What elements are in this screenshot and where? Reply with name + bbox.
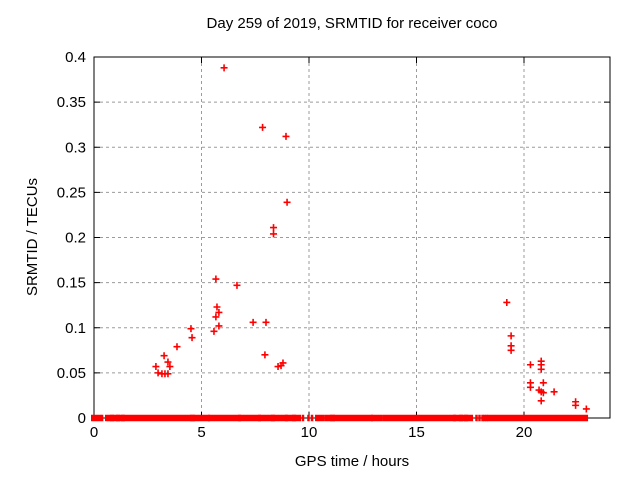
y-tick-label: 0.15 <box>57 275 86 292</box>
baseline-mark <box>475 414 478 422</box>
baseline-mark <box>310 414 314 422</box>
data-point-marker <box>233 281 241 289</box>
chart-title: Day 259 of 2019, SRMTID for receiver coc… <box>206 15 498 32</box>
baseline-segment <box>207 414 242 422</box>
data-point-marker <box>160 352 168 360</box>
y-tick-label: 0.25 <box>57 184 86 201</box>
data-point-marker <box>213 303 221 311</box>
y-tick-label: 0.3 <box>65 139 86 156</box>
baseline-segment <box>464 414 474 422</box>
baseline-segment <box>91 414 102 422</box>
data-point-marker <box>173 343 181 351</box>
baseline-segment <box>121 414 196 422</box>
data-point-marker <box>210 327 218 335</box>
baseline-mark <box>100 414 104 422</box>
baseline-segment <box>284 414 297 422</box>
baseline-segment <box>109 414 121 422</box>
y-tick-label: 0.35 <box>57 94 86 111</box>
baseline-segment <box>270 414 288 422</box>
baseline-segment <box>487 414 589 422</box>
baseline-segment <box>453 414 463 422</box>
data-point-marker <box>507 332 515 340</box>
baseline-mark <box>481 414 484 422</box>
data-point-marker <box>215 308 223 316</box>
x-axis-label: GPS time / hours <box>294 453 410 470</box>
data-point-marker <box>572 401 580 409</box>
baseline-segment <box>330 414 374 422</box>
baseline-segment <box>189 414 211 422</box>
data-point-marker <box>537 365 545 373</box>
data-point-marker <box>261 351 269 359</box>
x-tick-label: 5 <box>197 424 205 441</box>
y-tick-label: 0.2 <box>65 230 86 247</box>
x-tick-label: 15 <box>408 424 425 441</box>
data-point-marker <box>212 313 220 321</box>
data-point-marker <box>526 383 534 391</box>
data-point-marker <box>270 224 278 232</box>
baseline-mark <box>478 414 481 422</box>
data-point-marker <box>507 346 515 354</box>
baseline-segment <box>115 414 125 422</box>
baseline-segment <box>382 414 457 422</box>
baseline-segment <box>324 414 336 422</box>
data-point-marker <box>537 397 545 405</box>
data-point-marker <box>152 363 160 371</box>
data-point-marker <box>550 388 558 396</box>
data-point-marker <box>188 334 196 342</box>
baseline-segment <box>104 414 114 422</box>
baseline-segment <box>459 414 469 422</box>
data-point-marker <box>526 361 534 369</box>
baseline-segment <box>292 414 302 422</box>
data-point-marker <box>220 64 228 72</box>
data-point-marker <box>539 389 547 397</box>
baseline-mark <box>485 414 488 422</box>
data-point-marker <box>212 275 220 283</box>
data-point-marker <box>503 298 511 306</box>
data-point-marker <box>164 370 172 378</box>
data-point-marker <box>164 358 172 366</box>
baseline-segment <box>370 414 383 422</box>
x-tick-label: 20 <box>516 424 533 441</box>
data-point-marker <box>154 369 162 377</box>
y-tick-label: 0.4 <box>65 49 86 66</box>
baseline-segment <box>238 414 262 422</box>
data-point-marker <box>249 318 257 326</box>
baseline-mark <box>301 414 305 422</box>
y-tick-label: 0.05 <box>57 365 86 382</box>
data-point-marker <box>283 198 291 206</box>
x-tick-label: 10 <box>301 424 318 441</box>
baseline-mark <box>483 414 486 422</box>
x-tick-label: 0 <box>90 424 98 441</box>
data-point-marker <box>582 405 590 413</box>
data-point-marker <box>279 359 287 367</box>
baseline-mark <box>307 414 310 422</box>
data-point-marker <box>215 322 223 330</box>
data-point-marker <box>539 379 547 387</box>
data-point-marker <box>259 123 267 131</box>
data-point-marker <box>166 363 174 371</box>
baseline-segment <box>315 414 325 422</box>
y-axis-label: SRMTID / TECUs <box>24 177 41 297</box>
data-point-marker <box>187 325 195 333</box>
baseline-segment <box>258 414 276 422</box>
data-point-marker <box>262 318 270 326</box>
data-point-marker <box>282 132 290 140</box>
y-tick-label: 0.1 <box>65 320 86 337</box>
y-tick-label: 0 <box>78 410 86 427</box>
data-point-marker <box>270 230 278 238</box>
